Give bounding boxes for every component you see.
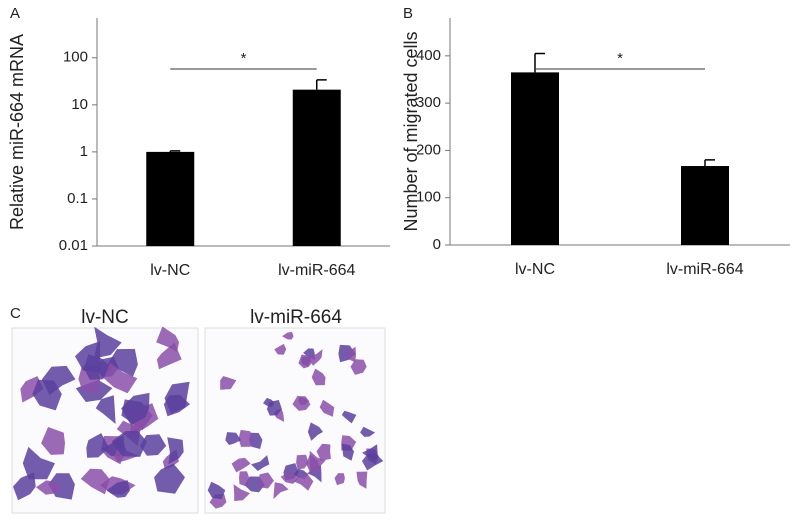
- cell: [316, 443, 331, 461]
- panel-label: A: [10, 5, 20, 22]
- cell: [94, 326, 122, 359]
- cell: [341, 410, 357, 424]
- cell: [307, 422, 323, 441]
- cell: [13, 472, 36, 501]
- bar: [511, 72, 559, 246]
- y-tick-label: 0.01: [59, 237, 88, 254]
- y-tick-label: 100: [416, 189, 441, 206]
- cell: [341, 443, 354, 461]
- cell: [32, 379, 62, 411]
- cell: [319, 399, 335, 417]
- x-tick-label: lv-miR-664: [666, 261, 743, 278]
- cell: [350, 359, 367, 375]
- cell: [345, 346, 356, 363]
- cell: [225, 432, 241, 445]
- x-tick-label: lv-miR-664: [278, 262, 355, 279]
- error-bar: [316, 79, 327, 90]
- cell: [36, 480, 63, 495]
- cell: [273, 482, 289, 500]
- cell: [75, 341, 101, 373]
- y-tick-label: 0: [433, 236, 441, 253]
- cell: [107, 349, 138, 377]
- cell: [22, 446, 55, 480]
- bar: [146, 151, 195, 246]
- cell: [231, 457, 251, 473]
- cell: [41, 427, 65, 455]
- cell: [207, 481, 226, 500]
- image-label: lv-miR-664: [250, 307, 342, 328]
- cell: [274, 343, 287, 355]
- cell: [80, 468, 110, 495]
- panel-label: C: [10, 305, 21, 322]
- cell: [334, 473, 345, 486]
- cell: [356, 471, 368, 489]
- error-bar: [704, 159, 715, 167]
- panel-label: B: [403, 5, 413, 22]
- cell: [220, 376, 237, 390]
- cell: [292, 395, 311, 411]
- cell: [293, 473, 314, 491]
- significance-label: *: [241, 50, 247, 67]
- micrograph: [204, 327, 386, 514]
- cell: [233, 484, 250, 501]
- cell: [121, 392, 150, 426]
- cell: [311, 368, 326, 386]
- cell: [103, 362, 138, 394]
- cell: [95, 395, 116, 424]
- x-tick-label: lv-NC: [150, 262, 190, 279]
- cell: [362, 453, 384, 471]
- cell: [106, 480, 130, 498]
- y-axis-title: Number of migrated cells: [401, 31, 421, 231]
- cell: [298, 354, 312, 369]
- cell: [266, 400, 282, 416]
- cell: [164, 381, 190, 414]
- cell: [167, 437, 184, 465]
- y-tick-label: 0.1: [67, 190, 88, 207]
- significance-label: *: [617, 50, 623, 67]
- cell: [258, 472, 274, 489]
- cell: [156, 326, 179, 352]
- cell: [48, 473, 75, 500]
- y-tick-label: 200: [416, 141, 441, 158]
- cell: [296, 454, 309, 470]
- cell: [360, 426, 376, 437]
- error-bar: [169, 150, 181, 152]
- cell: [238, 429, 254, 447]
- cell: [306, 454, 321, 473]
- y-tick-label: 300: [416, 94, 441, 111]
- cell: [251, 455, 270, 471]
- cell: [86, 433, 110, 458]
- cell: [111, 430, 147, 457]
- error-bar: [534, 52, 545, 73]
- cell: [239, 471, 250, 488]
- y-tick-label: 100: [63, 49, 88, 66]
- y-axis-title: Relative miR-664 mRNA: [7, 34, 27, 230]
- cell: [307, 349, 323, 366]
- y-tick-label: 400: [416, 47, 441, 64]
- cell: [140, 434, 167, 456]
- y-tick-label: 10: [71, 96, 88, 113]
- x-tick-label: lv-NC: [515, 261, 555, 278]
- bar: [292, 89, 341, 247]
- cell: [282, 331, 294, 340]
- y-tick-label: 1: [80, 143, 88, 160]
- bar: [681, 166, 729, 245]
- image-label: lv-NC: [81, 307, 129, 328]
- cell: [154, 463, 185, 494]
